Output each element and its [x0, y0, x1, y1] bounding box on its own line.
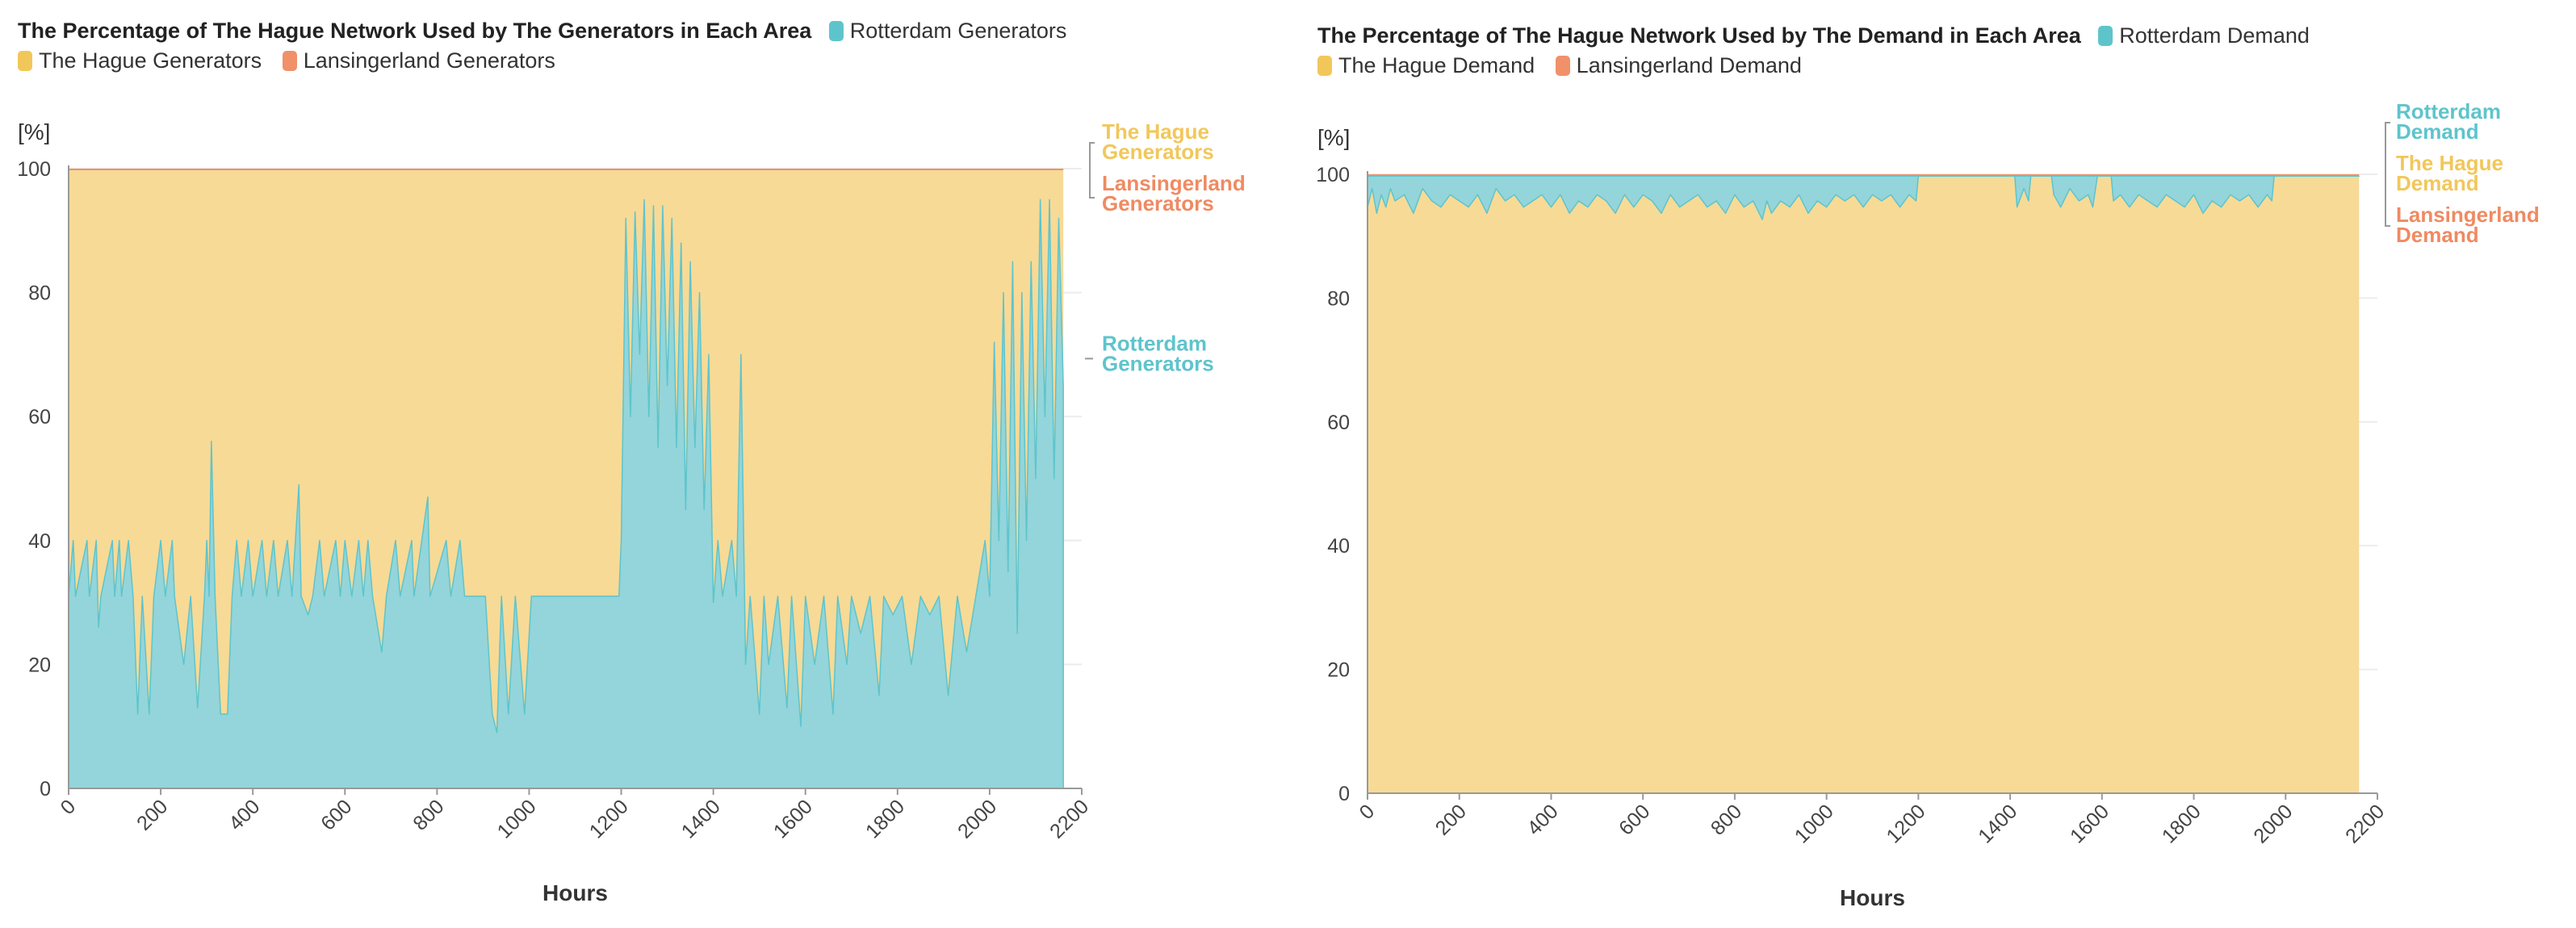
y-tick-label: 0: [1338, 783, 1350, 805]
x-tick-label: 600: [1615, 800, 1654, 839]
area-rotterdam: [68, 199, 1064, 789]
legend-label: Lansingerland Demand: [1576, 53, 1802, 77]
demand-legend: The Percentage of The Hague Network Used…: [1317, 21, 2545, 81]
y-tick-label: 60: [28, 406, 51, 428]
y-tick-label: 60: [1327, 412, 1350, 434]
y-tick-label: 0: [40, 778, 51, 801]
demand-plot: 0 20 40 60 80 100 [%] 0 200 400 600 800 1000 1200 1400…: [1316, 99, 2540, 910]
legend-swatch: [2098, 26, 2113, 46]
x-tick-label: 400: [1523, 800, 1562, 839]
area-lansingerland: [69, 169, 1064, 170]
legend-label: Rotterdam Generators: [849, 19, 1067, 43]
x-tick-label: 200: [1431, 800, 1471, 839]
x-tick-label: 1400: [677, 795, 725, 842]
y-tick-label: 20: [28, 654, 51, 676]
end-label-lansingerland: Lansingerland: [1102, 171, 1246, 195]
x-tick-label: 2200: [1045, 795, 1093, 842]
y-tick-label: 80: [1327, 287, 1350, 310]
legend-item-lansingerland[interactable]: Lansingerland Generators: [282, 46, 555, 76]
area-lansingerland: [1368, 174, 2360, 177]
legend-item-rotterdam[interactable]: Rotterdam Demand: [2098, 21, 2310, 51]
x-tick-label: 1200: [1882, 800, 1929, 847]
x-tick-label: 800: [1707, 800, 1746, 839]
legend-label: Lansingerland Generators: [303, 48, 555, 73]
legend-item-the-hague[interactable]: The Hague Demand: [1317, 51, 1535, 81]
y-axis-unit: [%]: [1317, 125, 1350, 150]
end-label-lansingerland: Lansingerland: [2396, 203, 2540, 227]
legend-swatch: [828, 21, 844, 41]
y-tick-label: 40: [28, 530, 51, 553]
x-tick-label: 1600: [769, 795, 817, 842]
end-label-rotterdam: Rotterdam: [1102, 331, 1207, 355]
end-label-bracket: [1089, 142, 1095, 199]
x-tick-label: 600: [316, 795, 356, 834]
generators-chart-panel: The Percentage of The Hague Network Used…: [17, 16, 1246, 905]
chart-title: The Percentage of The Hague Network Used…: [18, 19, 812, 43]
generators-plot: 0 20 40 60 80 100 [%] 0 200 400 600 800 1000 1200 1400…: [17, 119, 1246, 905]
x-tick-label: 2200: [2341, 800, 2389, 847]
legend-label: Rotterdam Demand: [2119, 23, 2310, 48]
x-axis-label: Hours: [1840, 885, 1905, 910]
legend-swatch: [1317, 56, 1332, 76]
x-tick-label: 1400: [1974, 800, 2021, 847]
x-tick-label: 2000: [953, 795, 1001, 842]
chart-title: The Percentage of The Hague Network Used…: [1317, 23, 2081, 48]
end-label-lansingerland: Demand: [2396, 223, 2479, 247]
end-label-rotterdam: Rotterdam: [2396, 99, 2501, 123]
legend-label: The Hague Generators: [39, 48, 262, 73]
legend-swatch: [282, 51, 297, 71]
end-label-lansingerland: Generators: [1102, 191, 1214, 215]
x-tick-label: 800: [408, 795, 448, 834]
demand-chart-panel: The Percentage of The Hague Network Used…: [1300, 0, 2576, 928]
area-the-hague: [1368, 176, 2360, 793]
legend-item-rotterdam[interactable]: Rotterdam Generators: [828, 16, 1067, 46]
end-label-the-hague: The Hague: [2396, 151, 2503, 175]
end-label-rotterdam: Demand: [2396, 119, 2479, 144]
legend-swatch: [18, 51, 32, 71]
legend-label: The Hague Demand: [1338, 53, 1535, 77]
y-tick-label: 100: [17, 158, 51, 181]
end-label-bracket: [2385, 122, 2390, 227]
end-label-the-hague: The Hague: [1102, 119, 1209, 144]
x-tick-label: 1600: [2066, 800, 2113, 847]
x-tick-label: 0: [57, 795, 81, 819]
x-axis-label: Hours: [542, 880, 608, 905]
y-tick-label: 80: [28, 282, 51, 305]
x-tick-label: 1200: [585, 795, 633, 842]
x-tick-label: 0: [1355, 800, 1380, 824]
y-tick-label: 40: [1327, 535, 1350, 558]
y-tick-label: 100: [1316, 164, 1350, 186]
legend-item-lansingerland[interactable]: Lansingerland Demand: [1555, 51, 1802, 81]
end-label-the-hague: Generators: [1102, 140, 1214, 164]
y-axis-unit: [%]: [18, 119, 50, 144]
x-tick-label: 2000: [2249, 800, 2297, 847]
x-tick-label: 1800: [861, 795, 909, 842]
x-tick-label: 1800: [2158, 800, 2205, 847]
x-tick-label: 1000: [1791, 800, 1838, 847]
end-label-rotterdam: Generators: [1102, 351, 1214, 375]
x-tick-label: 400: [224, 795, 264, 834]
x-tick-label: 200: [132, 795, 172, 834]
legend-swatch: [1555, 56, 1570, 76]
end-label-the-hague: Demand: [2396, 171, 2479, 195]
area-rotterdam: [1367, 175, 2360, 220]
generators-legend: The Percentage of The Hague Network Used…: [18, 16, 1245, 76]
y-tick-label: 20: [1327, 659, 1350, 682]
x-tick-label: 1000: [493, 795, 541, 842]
legend-item-the-hague[interactable]: The Hague Generators: [18, 46, 262, 76]
